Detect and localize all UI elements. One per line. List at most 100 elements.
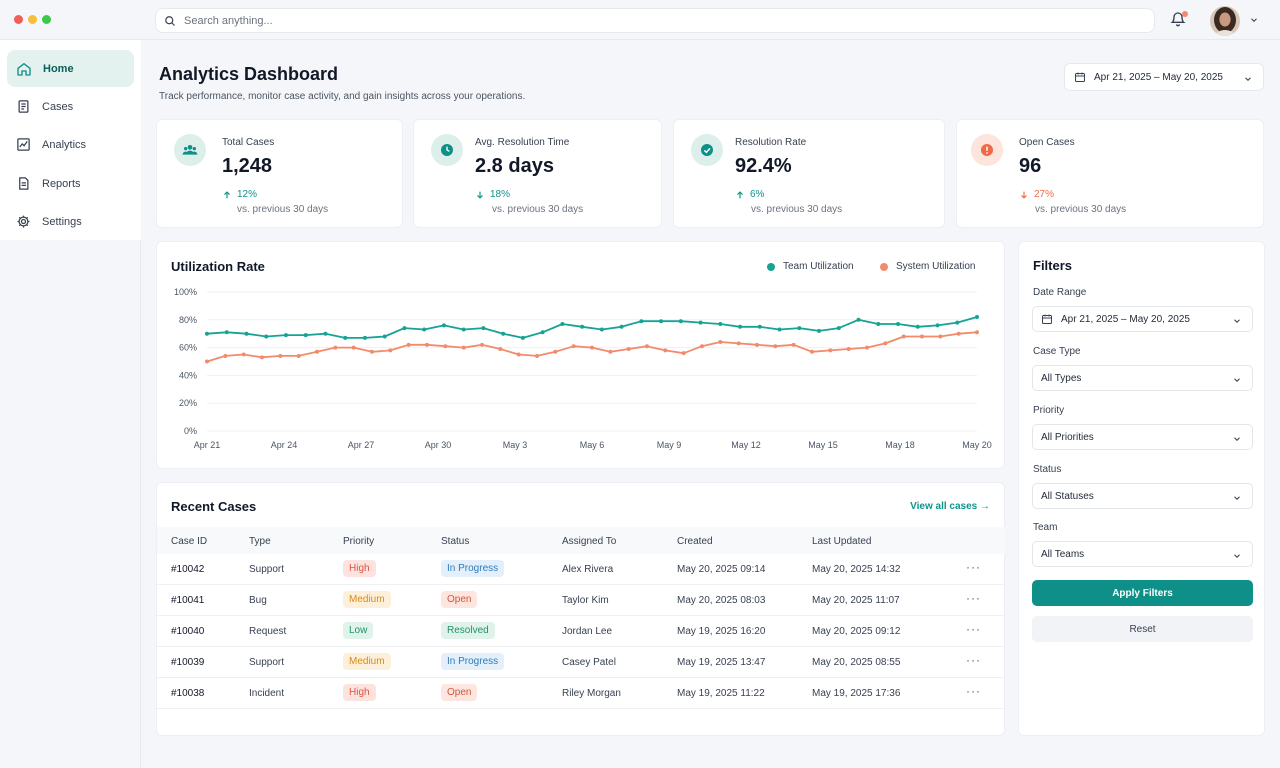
sidebar-item-settings[interactable]: Settings — [7, 203, 134, 240]
legend-label: System Utilization — [896, 261, 976, 272]
case-id: #10039 — [171, 657, 205, 668]
chart-icon — [17, 138, 30, 151]
data-point — [700, 344, 704, 349]
table-row[interactable]: #10042 Support High In Progress Alex Rivera M… — [157, 554, 1005, 585]
assigned-to: Jordan Lee — [562, 626, 613, 637]
stat-card-resolution-rate: Resolution Rate 92.4% 6% vs. previous 30… — [673, 119, 945, 228]
report-icon — [19, 177, 29, 190]
case-id: #10042 — [171, 564, 205, 575]
x-tick-label: May 12 — [731, 440, 761, 450]
priority-select[interactable]: All Priorities — [1032, 424, 1253, 450]
team-select[interactable]: All Teams — [1032, 541, 1253, 567]
date-range-select[interactable]: Apr 21, 2025 – May 20, 2025 — [1032, 306, 1253, 332]
column-header[interactable]: Priority — [343, 536, 375, 547]
stat-card-open-cases: Open Cases 96 27% vs. previous 30 days — [956, 119, 1264, 228]
status-select[interactable]: All Statuses — [1032, 483, 1253, 509]
filters-title: Filters — [1033, 258, 1073, 273]
priority-badge: Low — [343, 622, 374, 639]
data-point — [738, 324, 743, 329]
x-tick-label: Apr 21 — [194, 440, 221, 450]
data-point — [718, 340, 723, 345]
data-point — [283, 333, 288, 338]
data-point — [755, 342, 759, 347]
check-icon — [691, 134, 723, 166]
sidebar-item-home[interactable]: Home — [7, 50, 134, 87]
data-point — [205, 359, 209, 364]
view-all-cases-link[interactable]: View all cases → — [910, 501, 990, 512]
table-row[interactable]: #10041 Bug Medium Open Taylor Kim May 20, 202… — [157, 585, 1005, 616]
sidebar-item-analytics[interactable]: Analytics — [7, 126, 134, 163]
y-tick-label: 20% — [179, 398, 197, 408]
data-point — [323, 331, 328, 336]
column-header[interactable]: Status — [441, 536, 470, 547]
search-input[interactable] — [184, 14, 1084, 27]
case-type: Request — [249, 626, 287, 637]
stat-card-avg-resolution-time: Avg. Resolution Time 2.8 days 18% vs. pr… — [413, 119, 662, 228]
home-icon — [17, 62, 31, 76]
stat-label: Resolution Rate — [735, 137, 807, 148]
status-badge: Open — [441, 684, 478, 701]
more-actions-icon[interactable]: ··· — [966, 622, 981, 636]
notifications-button[interactable] — [1170, 11, 1188, 29]
data-point — [836, 326, 841, 331]
status-badge: Resolved — [441, 622, 495, 639]
status-label: Status — [1033, 464, 1062, 475]
sidebar-item-reports[interactable]: Reports — [7, 165, 134, 202]
table-row[interactable]: #10040 Request Low Resolved Jordan Lee May 19… — [157, 616, 1005, 647]
date-range-picker[interactable]: Apr 21, 2025 – May 20, 2025 — [1064, 63, 1264, 91]
data-point — [828, 348, 833, 353]
more-actions-icon[interactable]: ··· — [966, 591, 981, 605]
apply-filters-button[interactable]: Apply Filters — [1032, 580, 1253, 606]
minimize-window-button[interactable] — [28, 15, 37, 24]
user-avatar[interactable] — [1210, 6, 1240, 36]
filters-panel: Filters Date Range Apr 21, 2025 – May 20… — [1018, 241, 1265, 736]
column-header[interactable]: Type — [249, 536, 271, 547]
data-point — [241, 352, 246, 357]
data-point — [956, 331, 961, 336]
priority-badge: High — [343, 684, 376, 701]
data-point — [223, 353, 228, 358]
chevron-down-icon — [1234, 554, 1240, 559]
column-header[interactable]: Last Updated — [812, 536, 872, 547]
data-point — [535, 353, 539, 358]
stat-delta-value: 6% — [750, 189, 765, 200]
data-point — [441, 323, 446, 328]
more-actions-icon[interactable]: ··· — [966, 684, 981, 698]
data-point — [580, 324, 585, 329]
maximize-window-button[interactable] — [42, 15, 51, 24]
column-header[interactable]: Assigned To — [562, 536, 617, 547]
recent-cases-card: Recent Cases View all cases → Case ID Ty… — [156, 482, 1005, 736]
arrow-up-icon — [737, 190, 743, 198]
data-point — [370, 349, 374, 354]
data-point — [480, 342, 484, 347]
priority-label: Priority — [1033, 405, 1065, 416]
assigned-to: Casey Patel — [562, 657, 616, 668]
y-tick-label: 0% — [184, 426, 197, 436]
column-header[interactable]: Case ID — [171, 536, 208, 547]
close-window-button[interactable] — [14, 15, 23, 24]
table-row[interactable]: #10038 Incident High Open Riley Morgan May 19… — [157, 678, 1005, 709]
sidebar-item-label: Settings — [42, 215, 82, 228]
assigned-to: Alex Rivera — [562, 564, 614, 575]
data-point — [619, 324, 624, 329]
case-type-select[interactable]: All Types — [1032, 365, 1253, 391]
search-bar[interactable] — [155, 8, 1155, 33]
status-badge: In Progress — [441, 653, 505, 670]
data-point — [260, 355, 264, 360]
created-date: May 19, 2025 13:47 — [677, 657, 766, 668]
data-point — [498, 346, 503, 351]
data-point — [608, 349, 613, 354]
data-point — [264, 334, 269, 339]
sidebar-item-cases[interactable]: Cases — [7, 88, 134, 125]
account-menu-chevron-icon[interactable] — [1249, 15, 1259, 25]
table-row[interactable]: #10039 Support Medium In Progress Casey Pate… — [157, 647, 1005, 678]
column-header[interactable]: Created — [677, 536, 713, 547]
sidebar-item-label: Cases — [42, 100, 74, 113]
more-actions-icon[interactable]: ··· — [966, 560, 981, 574]
calendar-icon — [1042, 314, 1052, 324]
y-tick-label: 40% — [179, 370, 197, 380]
data-point — [938, 334, 943, 339]
reset-button[interactable]: Reset — [1032, 616, 1253, 642]
last-updated-date: May 20, 2025 08:55 — [812, 657, 901, 668]
more-actions-icon[interactable]: ··· — [966, 653, 981, 667]
